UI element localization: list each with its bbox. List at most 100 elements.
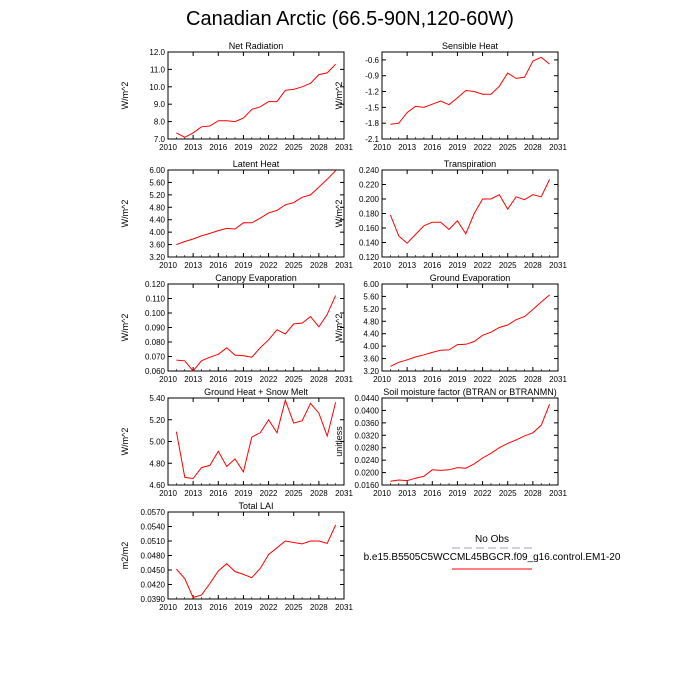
x-tick-label: 2028 (310, 375, 328, 384)
y-tick-label: 0.0450 (141, 566, 166, 575)
y-tick-label: 5.00 (149, 438, 165, 447)
y-tick-label: 4.40 (363, 330, 379, 339)
x-tick-label: 2025 (285, 261, 303, 270)
x-tick-label: 2019 (235, 375, 253, 384)
y-tick-label: 4.80 (363, 317, 379, 326)
plot-frame (167, 169, 345, 258)
x-tick-label: 2022 (260, 603, 278, 612)
x-tick-label: 2031 (549, 489, 567, 498)
y-tick-label: 0.0570 (141, 508, 166, 517)
y-tick-label: 0.110 (146, 295, 166, 304)
series-line (176, 170, 336, 246)
y-tick-label: 0.180 (359, 210, 380, 219)
y-axis-label: W/m^2 (120, 82, 130, 110)
panel-6: Ground Evaporation W/m^2 2010 2013 2016 2019 2… (334, 273, 567, 384)
panel-5: Canopy Evaporation W/m^2 2010 2013 2016 2019 2… (120, 273, 353, 384)
y-tick-label: 0.0540 (141, 523, 166, 532)
y-axis-label: W/m^2 (120, 428, 130, 456)
x-tick-label: 2013 (398, 261, 416, 270)
x-tick-label: 2016 (209, 375, 227, 384)
panel-8: Soil moisture factor (BTRAN or BTRANMN) u… (334, 387, 567, 498)
y-tick-label: 3.60 (363, 355, 379, 364)
x-tick-label: 2031 (335, 143, 353, 152)
x-tick-label: 2010 (373, 143, 391, 152)
y-tick-label: 0.100 (145, 309, 166, 318)
x-tick-label: 2019 (235, 489, 253, 498)
x-tick-label: 2010 (159, 375, 177, 384)
x-tick-label: 2031 (549, 143, 567, 152)
y-tick-label: 4.80 (149, 203, 165, 212)
figure-title: Canadian Arctic (66.5-90N,120-60W) (186, 8, 514, 30)
y-tick-label: 0.120 (145, 280, 166, 289)
x-tick-label: 2019 (235, 603, 253, 612)
y-axis-label: m2/m2 (120, 542, 130, 570)
y-tick-label: 0.080 (145, 338, 166, 347)
plot-frame (381, 169, 559, 258)
x-tick-label: 2022 (474, 489, 492, 498)
panel-title: Net Radiation (229, 41, 284, 51)
y-tick-label: 0.0240 (355, 456, 380, 465)
panel-7: Ground Heat + Snow Melt W/m^2 2010 2013 2016… (120, 387, 353, 498)
y-tick-label: 8.0 (154, 118, 166, 127)
x-tick-label: 2019 (449, 261, 467, 270)
x-tick-label: 2019 (449, 143, 467, 152)
y-tick-label: 12.0 (149, 48, 165, 57)
x-tick-label: 2022 (260, 489, 278, 498)
x-tick-label: 2022 (474, 375, 492, 384)
plot-frame (381, 51, 559, 140)
panel-title: Canopy Evaporation (215, 273, 297, 283)
y-tick-label: 5.60 (149, 178, 165, 187)
plot-frame (167, 511, 345, 600)
y-axis-label: W/m^2 (334, 82, 344, 110)
y-tick-label: 4.40 (149, 216, 165, 225)
plot-frame (381, 397, 559, 486)
x-tick-label: 2010 (373, 261, 391, 270)
x-tick-label: 2028 (310, 489, 328, 498)
x-tick-label: 2031 (335, 375, 353, 384)
y-tick-label: -0.9 (365, 72, 379, 81)
y-tick-label: 7.0 (154, 135, 166, 144)
x-tick-label: 2025 (285, 489, 303, 498)
y-tick-label: 4.80 (149, 459, 165, 468)
series-line (389, 179, 551, 244)
x-tick-label: 2016 (423, 375, 441, 384)
y-tick-label: 5.20 (149, 191, 165, 200)
y-tick-label: -0.6 (365, 56, 379, 65)
x-tick-label: 2022 (260, 261, 278, 270)
y-tick-label: 10.0 (149, 83, 165, 92)
x-tick-label: 2019 (235, 143, 253, 152)
panel-title: Ground Evaporation (430, 273, 511, 283)
x-tick-label: 2010 (373, 489, 391, 498)
panel-title: Soil moisture factor (BTRAN or BTRANMN) (383, 387, 557, 397)
y-axis-label: W/m^2 (120, 200, 130, 228)
y-tick-label: 0.240 (359, 166, 380, 175)
y-tick-label: 6.00 (363, 280, 379, 289)
y-tick-label: 0.060 (145, 367, 166, 376)
x-tick-label: 2013 (184, 143, 202, 152)
x-tick-label: 2028 (524, 143, 542, 152)
y-tick-label: 0.0160 (355, 481, 380, 490)
y-tick-label: -1.2 (365, 88, 379, 97)
series-line (176, 295, 337, 372)
y-tick-label: 0.0200 (355, 469, 380, 478)
y-tick-label: 3.20 (149, 253, 165, 262)
x-tick-label: 2013 (184, 489, 202, 498)
y-tick-label: 3.60 (149, 241, 165, 250)
x-tick-label: 2013 (398, 375, 416, 384)
x-tick-label: 2025 (285, 603, 303, 612)
x-tick-label: 2025 (499, 489, 517, 498)
y-tick-label: -1.8 (365, 119, 379, 128)
x-tick-label: 2025 (499, 261, 517, 270)
y-tick-label: 0.0400 (355, 406, 380, 415)
y-tick-label: 0.090 (145, 324, 166, 333)
legend: No Obs b.e15.B5505C5WCCML45BGCR.f09_g16.c… (364, 534, 621, 570)
x-tick-label: 2028 (524, 489, 542, 498)
x-tick-label: 2013 (398, 143, 416, 152)
y-tick-label: 0.0280 (355, 444, 380, 453)
x-tick-label: 2025 (285, 375, 303, 384)
panel-title: Transpiration (444, 159, 496, 169)
series-line (390, 56, 550, 125)
panel-2: Sensible Heat W/m^2 2010 2013 2016 2019 2022 20… (334, 41, 567, 152)
x-tick-label: 2010 (159, 603, 177, 612)
